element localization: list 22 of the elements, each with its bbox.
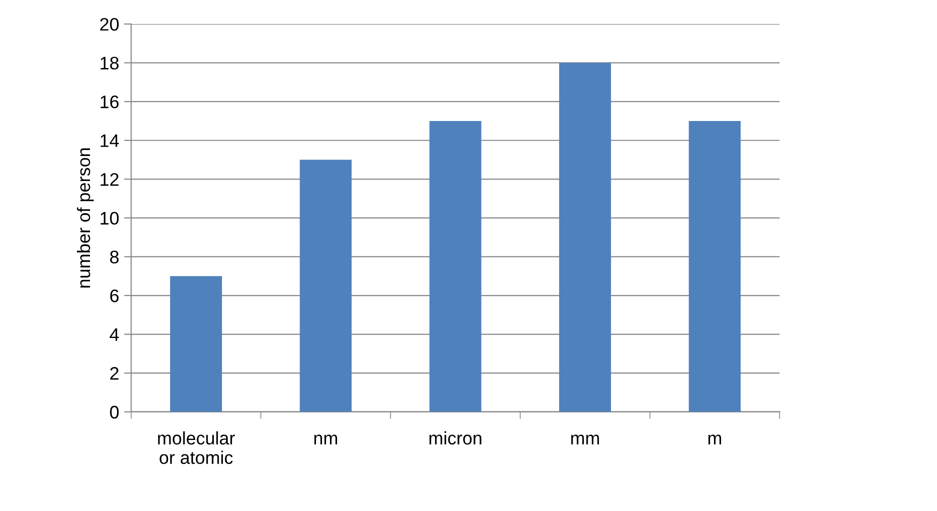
x-tick-label: molecular or atomic: [158, 431, 235, 464]
bar: [300, 160, 352, 412]
y-tick-label: 6: [110, 289, 119, 302]
y-tick-label: 2: [110, 367, 118, 380]
x-tick-label: nm: [314, 434, 338, 444]
y-tick-label: 12: [100, 173, 118, 186]
y-tick-label: 18: [100, 56, 119, 70]
bar: [688, 120, 741, 412]
y-tick-label: 14: [100, 134, 119, 147]
x-tick-label: micron: [429, 431, 482, 445]
y-tick-label: 4: [110, 328, 119, 341]
bar: [429, 120, 482, 412]
y-axis-title: number of person: [76, 148, 94, 288]
bar: [559, 62, 611, 412]
x-tick-label: m: [708, 434, 722, 444]
y-tick-label: 8: [110, 250, 119, 264]
y-tick-label: 20: [100, 18, 119, 31]
y-tick-label: 10: [100, 212, 119, 225]
y-tick-label: 16: [100, 96, 119, 108]
bar: [170, 276, 222, 412]
y-tick-label: 0: [110, 406, 119, 419]
x-tick-label: mm: [571, 434, 599, 444]
